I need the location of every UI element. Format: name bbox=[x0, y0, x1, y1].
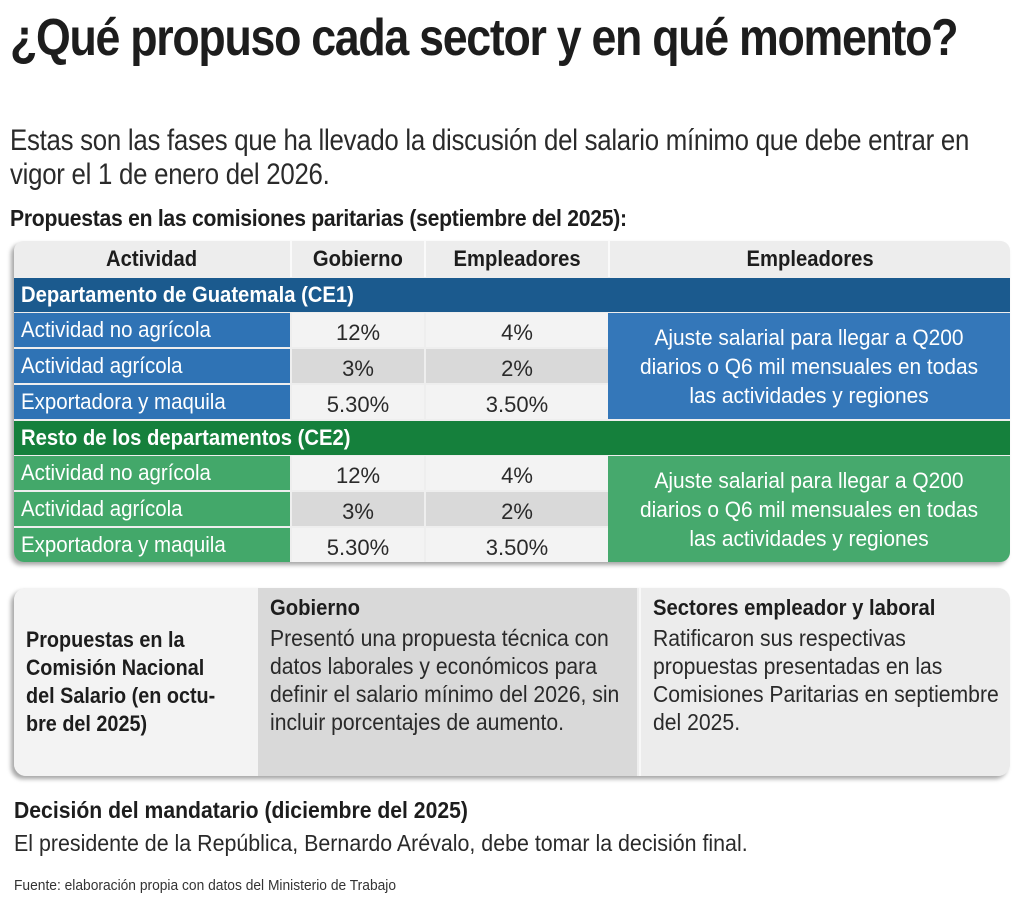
table-cell-empleadores: 3.50% bbox=[426, 528, 608, 562]
decision-text: El presidente de la República, Bernardo … bbox=[14, 830, 748, 856]
table-row-activity: Exportadora y maquila bbox=[14, 385, 290, 419]
table-row-activity: Actividad agrícola bbox=[14, 492, 290, 526]
column-header-empleadores: Empleadores bbox=[426, 241, 608, 277]
table-cell-empleadores: 2% bbox=[426, 492, 608, 526]
table-row-activity: Actividad no agrícola bbox=[14, 456, 290, 490]
table-row-activity: Actividad no agrícola bbox=[14, 313, 290, 347]
table-cell-empleadores: 4% bbox=[426, 456, 608, 490]
column-divider bbox=[424, 241, 426, 277]
gobierno-text: Presentó una propuesta técnica con datos… bbox=[270, 625, 620, 735]
comision-nacional-box: Propuestas en la Comisión Nacional del S… bbox=[14, 588, 1010, 776]
employer-note-ce2: Ajuste salarial para llegar a Q200 diari… bbox=[608, 456, 1010, 562]
gobierno-proposal: Gobierno Presentó una propuesta técnica … bbox=[258, 588, 637, 776]
decision-heading: Decisión del mandatario (diciembre del 2… bbox=[14, 797, 468, 823]
table-cell-gobierno: 5.30% bbox=[292, 528, 424, 562]
group-header-ce2: Resto de los departamentos (CE2) bbox=[14, 421, 1010, 455]
group-header-ce1: Departamento de Guatemala (CE1) bbox=[14, 278, 1010, 312]
table-cell-empleadores: 3.50% bbox=[426, 385, 608, 419]
gobierno-heading: Gobierno bbox=[270, 595, 360, 620]
section-title-comisiones-paritarias: Propuestas en las comisiones paritarias … bbox=[10, 205, 627, 231]
employer-note-ce1: Ajuste salarial para llegar a Q200 diari… bbox=[608, 313, 1010, 419]
table-cell-gobierno: 12% bbox=[292, 313, 424, 347]
sectores-heading: Sectores empleador y laboral bbox=[653, 595, 936, 620]
table-row-activity: Exportadora y maquila bbox=[14, 528, 290, 562]
page-title: ¿Qué propuso cada sector y en qué moment… bbox=[10, 9, 959, 67]
column-divider bbox=[290, 241, 292, 277]
table-cell-empleadores: 4% bbox=[426, 313, 608, 347]
table-cell-empleadores: 2% bbox=[426, 349, 608, 383]
sectores-text: Ratificaron sus respectivas propuestas p… bbox=[653, 625, 999, 735]
source-note: Fuente: elaboración propia con datos del… bbox=[14, 877, 397, 894]
table-cell-gobierno: 3% bbox=[292, 492, 424, 526]
table-cell-gobierno: 5.30% bbox=[292, 385, 424, 419]
table-cell-gobierno: 12% bbox=[292, 456, 424, 490]
column-header-actividad: Actividad bbox=[14, 241, 290, 277]
table-cell-gobierno: 3% bbox=[292, 349, 424, 383]
sectores-proposal: Sectores empleador y laboral Ratificaron… bbox=[639, 588, 1010, 776]
comisiones-paritarias-table: Actividad Gobierno Empleadores Empleador… bbox=[14, 241, 1010, 562]
table-row-activity: Actividad agrícola bbox=[14, 349, 290, 383]
comision-nacional-label: Propuestas en la Comisión Nacional del S… bbox=[14, 588, 258, 776]
column-header-gobierno: Gobierno bbox=[292, 241, 424, 277]
page-subtitle: Estas son las fases que ha llevado la di… bbox=[10, 124, 970, 191]
column-header-empleadores-note: Empleadores bbox=[610, 241, 1010, 277]
column-divider bbox=[608, 241, 610, 277]
